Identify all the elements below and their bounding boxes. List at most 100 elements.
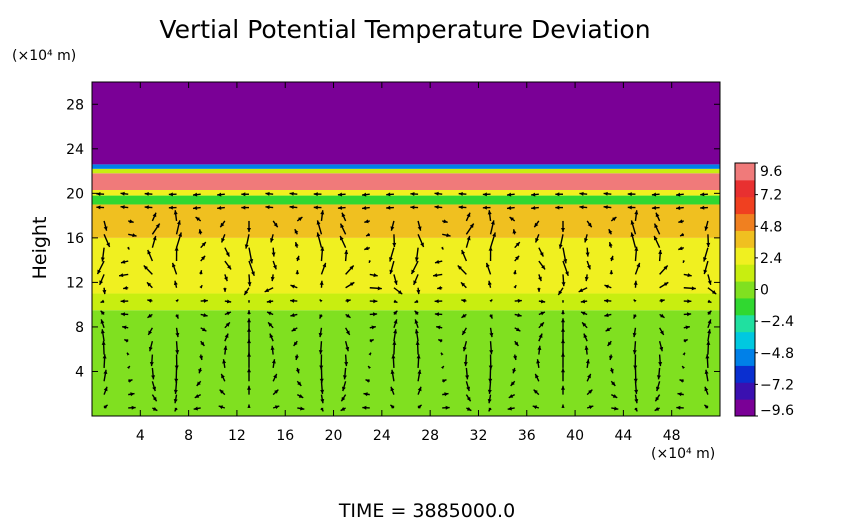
wind-vector [561, 352, 565, 368]
wind-vector [198, 367, 203, 374]
wind-vector [200, 340, 205, 347]
wind-vector [271, 247, 276, 257]
wind-vector [466, 406, 472, 412]
wind-vector [488, 246, 493, 262]
wind-vector [101, 340, 106, 355]
wind-vector [561, 368, 565, 382]
wind-vector [415, 340, 420, 355]
wind-vector [538, 274, 542, 282]
wind-vector [100, 310, 105, 315]
wind-vector [465, 223, 475, 235]
field-layer-4 [92, 195, 720, 205]
field-layer-9 [92, 82, 720, 165]
y-tick-label: 12 [66, 275, 84, 291]
wind-vector [659, 313, 665, 319]
wind-vector [611, 406, 619, 411]
wind-vector [392, 340, 397, 355]
wind-vector [604, 313, 612, 318]
wind-vector [320, 407, 324, 412]
wind-vector [272, 405, 280, 410]
wind-vector [224, 274, 228, 282]
colorbar-segment [735, 247, 755, 265]
wind-vector [367, 365, 371, 370]
wind-vector [248, 260, 255, 277]
wind-vector [345, 265, 355, 275]
wind-vector [707, 319, 712, 329]
wind-vector [173, 280, 178, 288]
wind-vector [320, 246, 325, 262]
wind-vector [707, 310, 712, 315]
wind-vector [509, 216, 516, 222]
wind-vector [414, 319, 419, 329]
wind-vector [485, 262, 492, 275]
wind-vector [634, 407, 638, 412]
wind-vector [658, 354, 663, 367]
wind-vector [514, 255, 520, 262]
wind-vector [247, 352, 251, 368]
x-tick-label: 48 [663, 428, 681, 444]
wind-vector [224, 260, 232, 270]
colorbar-segment [735, 230, 755, 248]
wind-vector [561, 220, 565, 232]
x-tick-label: 36 [518, 428, 536, 444]
wind-vector [293, 340, 298, 347]
wind-vector [683, 312, 692, 317]
wind-vector [247, 385, 251, 395]
wind-vector [458, 191, 467, 196]
colorbar: 9.6 7.2 4.8 2.4 0 −2.4 −4.8 −7.2 −9.6 [734, 162, 794, 419]
wind-vector [656, 367, 661, 380]
wind-vector [362, 405, 370, 410]
wind-vector [417, 220, 422, 231]
colorbar-tick-label: −2.4 [760, 314, 794, 330]
wind-vector [434, 205, 443, 210]
wind-vector [289, 191, 298, 196]
wind-vector [440, 352, 444, 356]
wind-vector [219, 389, 226, 396]
x-tick-label: 20 [325, 428, 343, 444]
wind-vector [174, 407, 178, 412]
wind-vector [580, 299, 588, 304]
wind-vector [386, 205, 394, 210]
wind-vector [128, 233, 137, 238]
wind-vector [462, 341, 468, 352]
wind-vector [247, 300, 251, 303]
wind-vector [220, 373, 226, 382]
wind-vector [345, 281, 355, 289]
wind-vector [538, 260, 546, 270]
wind-vector [630, 220, 637, 235]
wind-vector [291, 327, 298, 332]
wind-vector [514, 241, 521, 249]
wind-vector [192, 206, 201, 210]
wind-vector [585, 247, 590, 257]
wind-vector [340, 406, 346, 412]
wind-vector [128, 405, 136, 410]
wind-vector [659, 265, 669, 275]
wind-vector [561, 274, 566, 287]
wind-vector [557, 287, 564, 296]
wind-vector [507, 406, 515, 411]
wind-vector [489, 299, 493, 303]
wind-vector [264, 287, 274, 293]
wind-vector [488, 407, 492, 412]
wind-vector [651, 192, 660, 197]
wind-vector [389, 404, 395, 409]
wind-vector [561, 404, 565, 408]
wind-vector [218, 405, 226, 410]
wind-vector [555, 192, 563, 197]
x-axis-unit: (×10⁴ m) [651, 446, 715, 462]
wind-vector [707, 299, 712, 304]
wind-vector [434, 299, 443, 304]
wind-vector [120, 312, 129, 317]
wind-vector [584, 274, 589, 282]
wind-vector [653, 235, 661, 248]
wind-vector [295, 255, 300, 262]
temperature-field [92, 82, 720, 416]
field-layer-2 [92, 237, 720, 294]
wind-vector [633, 299, 637, 303]
wind-vector [461, 327, 467, 336]
wind-vector [654, 406, 660, 412]
wind-vector [683, 299, 692, 304]
wind-vector [200, 298, 208, 303]
wind-vector [634, 262, 641, 275]
wind-vector [413, 274, 419, 286]
